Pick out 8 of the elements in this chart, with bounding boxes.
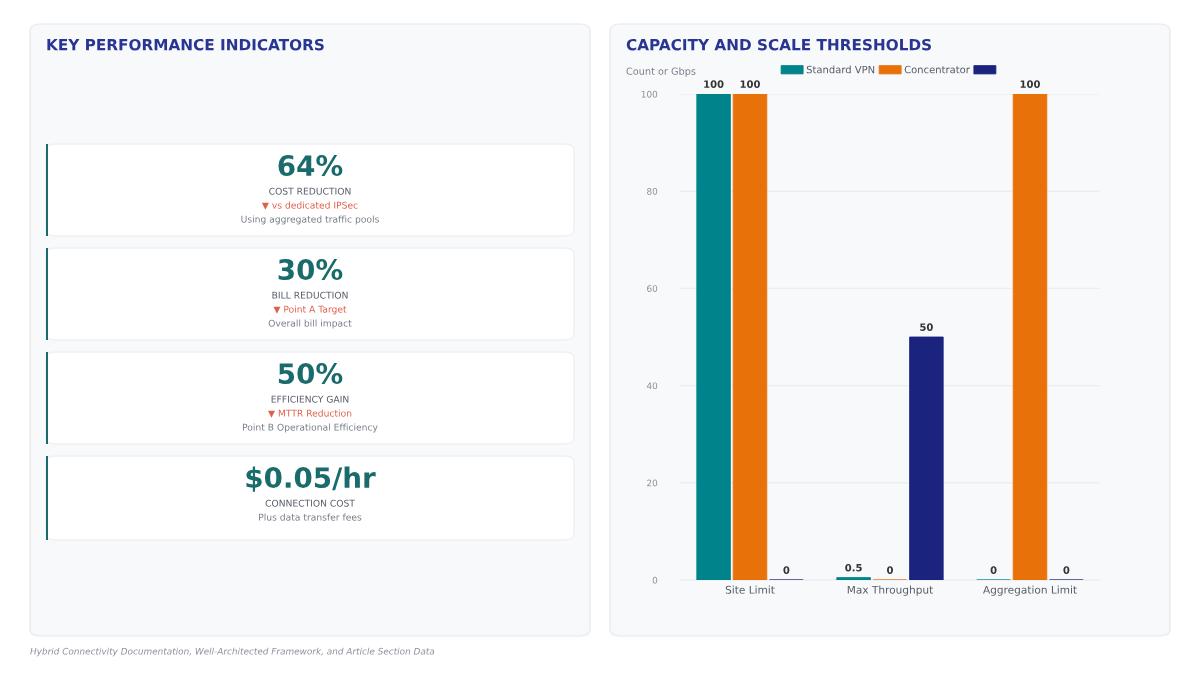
bar [696, 94, 731, 580]
bar [1012, 94, 1048, 580]
text: 50% [278, 363, 343, 385]
bar [909, 336, 944, 580]
text: 64% [278, 155, 343, 177]
text: $0.05/hr [246, 466, 376, 492]
text: 30% [278, 259, 343, 281]
bar [732, 94, 768, 580]
